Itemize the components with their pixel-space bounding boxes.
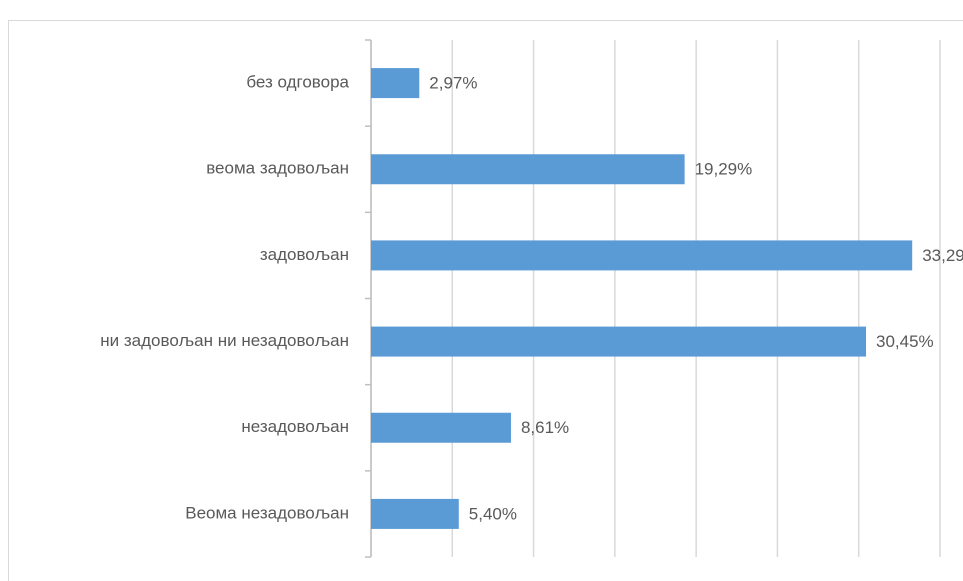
y-tick-label: задовољан (260, 245, 349, 264)
data-label: 19,29% (695, 160, 753, 179)
bar (371, 68, 420, 99)
y-tick-label: без одговора (246, 73, 349, 92)
data-label: 33,29% (922, 246, 963, 265)
bar (371, 154, 685, 185)
bar (371, 498, 459, 529)
bar (371, 326, 867, 357)
y-tick-label: Веома незадовољан (185, 503, 349, 522)
data-label: 2,97% (429, 74, 477, 93)
chart-frame (8, 20, 963, 581)
data-label: 8,61% (521, 418, 569, 437)
y-tick-label: ни задовољан ни незадовољан (100, 331, 349, 350)
y-tick-label: незадовољан (241, 417, 349, 436)
data-label: 30,45% (876, 332, 934, 351)
y-tick-label: веома задовољан (206, 159, 349, 178)
data-label: 5,40% (469, 504, 517, 523)
bar (371, 240, 913, 271)
bar (371, 412, 511, 443)
